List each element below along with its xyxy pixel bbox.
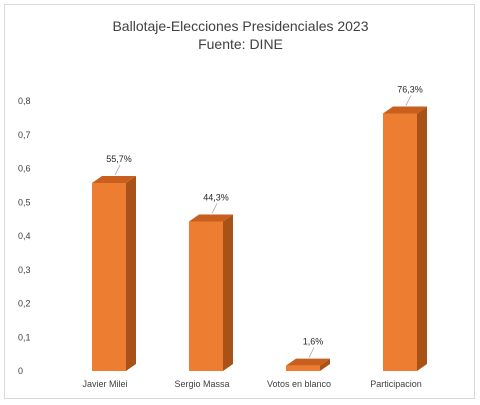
data-label-leader xyxy=(211,203,218,214)
y-tick-label: 0 xyxy=(18,366,23,376)
data-label-leader xyxy=(405,95,412,106)
y-tick-label: 0,8 xyxy=(18,96,31,106)
data-label-leader xyxy=(114,164,121,176)
bar-top xyxy=(383,106,427,114)
data-label: 44,3% xyxy=(203,192,229,202)
chart-frame: Ballotaje-Elecciones Presidenciales 2023… xyxy=(4,4,475,399)
plot-area: 0 0,1 0,2 0,3 0,4 0,5 0,6 0,7 0,8 55,7% Javier Mil… xyxy=(18,84,427,389)
x-category-label: Participacion xyxy=(370,379,422,389)
y-tick-label: 0,1 xyxy=(18,332,31,342)
bar-side xyxy=(417,106,427,372)
bar-top xyxy=(286,358,330,366)
data-label-leader xyxy=(308,347,315,358)
x-category-label: Javier Milei xyxy=(82,379,127,389)
x-category-label: Sergio Massa xyxy=(174,379,229,389)
bar-side xyxy=(223,214,233,371)
bar-top xyxy=(92,176,136,184)
y-tick-label: 0,4 xyxy=(18,231,31,241)
y-tick-label: 0,3 xyxy=(18,265,31,275)
bar xyxy=(286,365,320,371)
bar-top xyxy=(189,214,233,222)
bar-side xyxy=(126,176,136,371)
x-category-label: Votos en blanco xyxy=(267,379,331,389)
data-label: 55,7% xyxy=(106,154,132,164)
bar xyxy=(189,221,223,371)
data-label: 76,3% xyxy=(397,84,423,94)
y-tick-label: 0,7 xyxy=(18,130,31,140)
bar xyxy=(92,183,126,371)
chart-subtitle: Fuente: DINE xyxy=(198,36,283,52)
chart-title: Ballotaje-Elecciones Presidenciales 2023 xyxy=(112,18,369,34)
y-tick-label: 0,6 xyxy=(18,164,31,174)
bar-side xyxy=(320,358,330,371)
y-tick-label: 0,2 xyxy=(18,299,31,309)
y-tick-label: 0,5 xyxy=(18,197,31,207)
data-label: 1,6% xyxy=(303,337,324,347)
bar xyxy=(383,113,417,372)
